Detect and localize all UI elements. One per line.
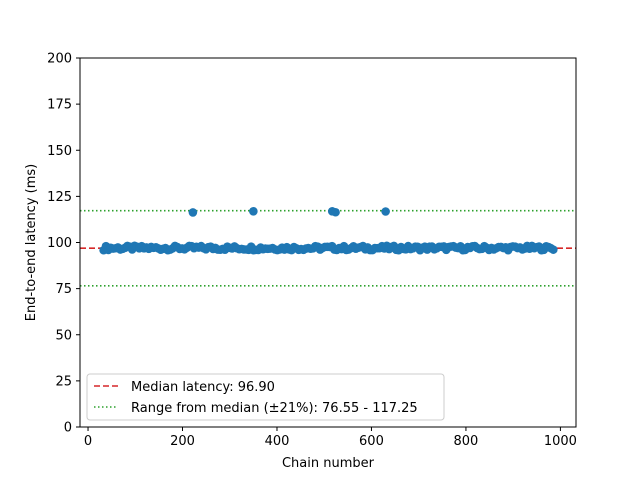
data-point-outlier <box>331 207 340 217</box>
x-axis-label: Chain number <box>282 456 375 471</box>
y-tick-label: 175 <box>47 98 72 113</box>
y-axis-label: End-to-end latency (ms) <box>24 164 39 321</box>
y-tick-label: 50 <box>55 328 72 343</box>
data-point-outlier <box>188 208 198 217</box>
data-point-outlier <box>381 207 390 216</box>
data-points <box>99 207 558 255</box>
y-tick-label: 100 <box>47 236 72 251</box>
legend-range-label: Range from median (±21%): 76.55 - 117.25 <box>131 401 418 416</box>
x-tick-label: 400 <box>265 434 290 449</box>
y-tick-label: 0 <box>64 421 72 436</box>
y-tick-label: 125 <box>47 190 72 205</box>
legend-median-label: Median latency: 96.90 <box>131 380 275 395</box>
x-tick-label: 600 <box>359 434 384 449</box>
y-tick-label: 200 <box>47 52 72 67</box>
legend-box <box>86 373 445 421</box>
data-point <box>549 245 558 254</box>
legend: Median latency: 96.90 Range from median … <box>86 373 445 421</box>
x-axis-ticks: 0 200 400 600 800 1000 <box>84 427 577 449</box>
x-tick-label: 200 <box>170 434 195 449</box>
x-tick-label: 800 <box>454 434 479 449</box>
y-tick-label: 75 <box>55 282 72 297</box>
y-axis-ticks: 0 25 50 75 100 125 150 175 200 <box>47 52 80 436</box>
y-tick-label: 150 <box>47 144 72 159</box>
y-tick-label: 25 <box>55 374 72 389</box>
x-tick-label: 1000 <box>544 434 577 449</box>
data-point-outlier <box>249 207 258 216</box>
x-tick-label: 0 <box>84 434 92 449</box>
